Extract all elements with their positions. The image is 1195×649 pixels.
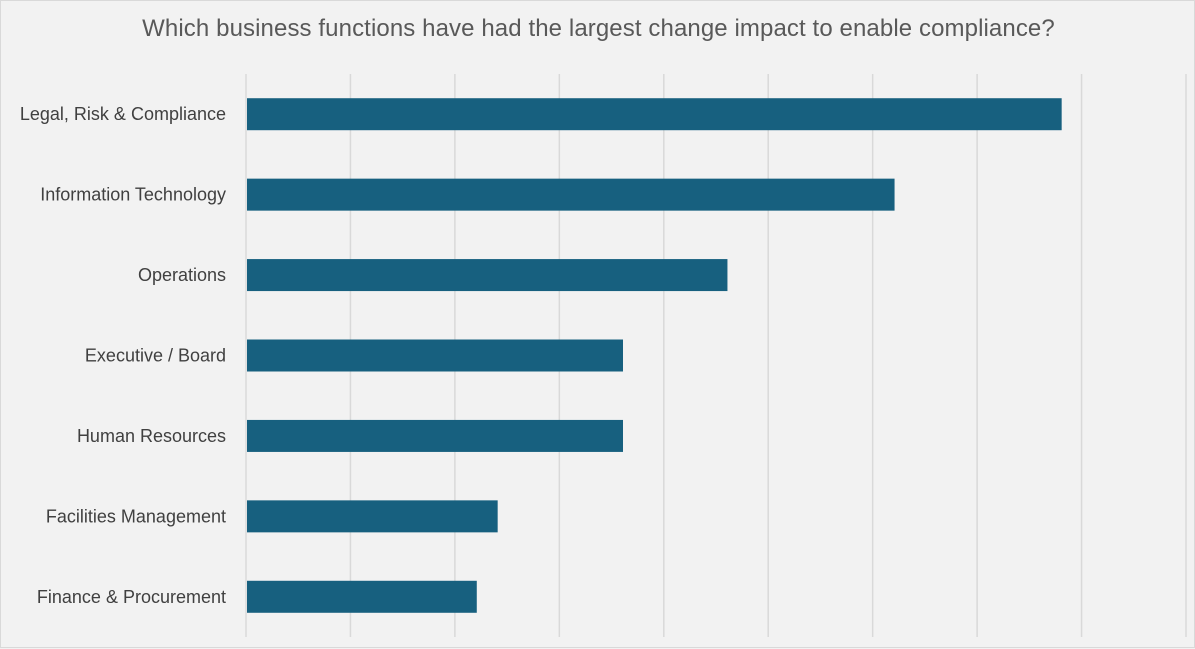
bar xyxy=(247,500,498,533)
category-label: Facilities Management xyxy=(46,506,226,526)
category-label: Information Technology xyxy=(40,185,226,205)
chart-title: Which business functions have had the la… xyxy=(142,15,1055,42)
bar xyxy=(247,98,1062,131)
bar xyxy=(247,259,728,292)
category-label: Executive / Board xyxy=(85,346,226,366)
bar xyxy=(247,419,623,452)
category-label: Operations xyxy=(138,265,226,285)
bars xyxy=(247,98,1062,613)
bar xyxy=(247,580,477,613)
category-labels: Legal, Risk & Compliance Information Tech… xyxy=(20,104,226,607)
bar xyxy=(247,178,895,211)
category-label: Human Resources xyxy=(77,426,226,446)
category-label: Legal, Risk & Compliance xyxy=(20,104,226,124)
category-label: Finance & Procurement xyxy=(37,587,226,607)
bar xyxy=(247,339,623,372)
